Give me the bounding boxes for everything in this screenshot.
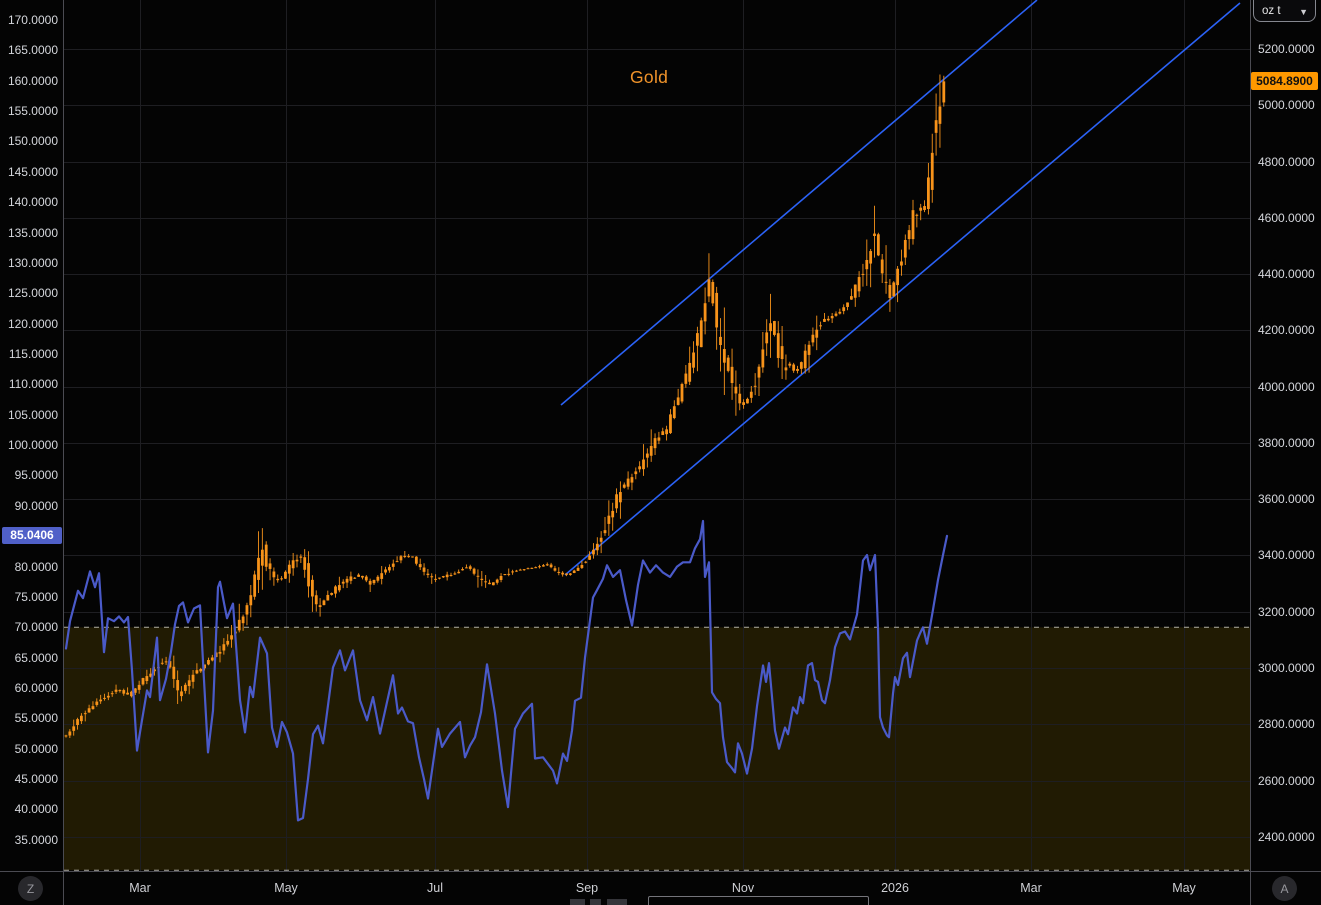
auto-scale-button[interactable]: A (1272, 876, 1297, 901)
left-axis-tick: 40.0000 (14, 802, 58, 817)
time-axis-tick: May (274, 881, 298, 895)
left-axis-tick: 130.0000 (7, 255, 58, 270)
chevron-down-icon: ▼ (1299, 7, 1308, 17)
left-axis-tick: 80.0000 (14, 559, 58, 574)
right-axis-tick: 4200.0000 (1258, 323, 1315, 338)
left-axis-tick: 60.0000 (14, 681, 58, 696)
left-axis-tick: 50.0000 (14, 741, 58, 756)
time-axis-tick: Mar (129, 881, 151, 895)
unit-dropdown[interactable]: oz t ▼ (1253, 0, 1316, 22)
left-axis-tick: 160.0000 (7, 73, 58, 88)
scale-reset-button[interactable]: Z (18, 876, 43, 901)
left-axis-tick: 45.0000 (14, 772, 58, 787)
time-axis-tick: 2026 (881, 881, 909, 895)
left-axis-tick: 125.0000 (7, 286, 58, 301)
left-axis-tick: 170.0000 (7, 12, 58, 27)
right-axis-tick: 4400.0000 (1258, 267, 1315, 282)
unit-dropdown-value: oz t (1262, 5, 1281, 17)
time-axis-tick: Sep (575, 881, 599, 895)
right-axis-tick: 3000.0000 (1258, 661, 1315, 675)
oscillator-current-value-label: 85.0406 (2, 527, 62, 545)
right-axis-tick: 2600.0000 (1258, 773, 1315, 788)
bottom-toolbar-fragment (607, 899, 627, 905)
price-current-value-label: 5084.8900 (1251, 72, 1318, 91)
bottom-toolbar-fragment (570, 899, 585, 905)
time-axis-tick: May (1172, 881, 1196, 895)
left-axis-tick: 155.0000 (7, 104, 58, 119)
right-axis-tick: 2400.0000 (1258, 829, 1315, 844)
time-axis-tick: Jul (427, 881, 443, 895)
bottom-toolbar-fragment (590, 899, 601, 905)
left-axis-tick: 105.0000 (7, 407, 58, 422)
left-axis-tick: 145.0000 (7, 164, 58, 179)
right-axis-tick: 2800.0000 (1258, 717, 1315, 732)
right-axis-tick: 3200.0000 (1258, 604, 1315, 619)
left-axis-tick: 120.0000 (7, 316, 58, 331)
left-axis-tick: 110.0000 (8, 377, 58, 392)
left-axis-tick: 55.0000 (14, 711, 58, 726)
left-axis-tick: 100.0000 (7, 438, 58, 453)
right-axis-tick: 4000.0000 (1258, 379, 1315, 394)
right-axis-tick: 4800.0000 (1258, 154, 1315, 169)
right-axis-tick: 5200.0000 (1258, 41, 1315, 56)
left-axis-tick: 35.0000 (14, 832, 58, 847)
chart-symbol-title: Gold (630, 67, 669, 87)
trend-channel-line (560, 0, 1038, 406)
left-axis-tick: 165.0000 (7, 43, 58, 58)
right-axis-tick: 3600.0000 (1258, 492, 1315, 507)
left-axis-tick: 65.0000 (14, 650, 58, 665)
left-axis-tick: 115.0000 (8, 346, 58, 361)
left-axis-tick: 140.0000 (7, 195, 58, 210)
left-axis-tick: 150.0000 (7, 134, 58, 149)
right-axis-tick: 3400.0000 (1258, 548, 1315, 563)
time-axis-tick: Nov (731, 881, 755, 895)
time-axis-tick: Mar (1020, 881, 1042, 895)
candlestick-series (64, 74, 946, 738)
left-axis-tick: 135.0000 (7, 225, 58, 240)
bottom-scrollbar[interactable] (648, 896, 869, 905)
gridlines (64, 0, 1250, 871)
oscillator-line (64, 519, 949, 822)
trend-channel-line (564, 2, 1241, 576)
plot-area (64, 0, 1250, 871)
right-axis-tick: 5000.0000 (1258, 98, 1315, 113)
right-axis-tick: 4600.0000 (1258, 210, 1315, 225)
left-axis-tick: 90.0000 (14, 498, 58, 513)
oscillator-band (64, 627, 1250, 871)
left-axis-tick: 95.0000 (14, 468, 58, 483)
left-axis-tick: 75.0000 (14, 589, 58, 604)
left-axis-tick: 70.0000 (14, 620, 58, 635)
right-axis-tick: 3800.0000 (1258, 435, 1315, 450)
